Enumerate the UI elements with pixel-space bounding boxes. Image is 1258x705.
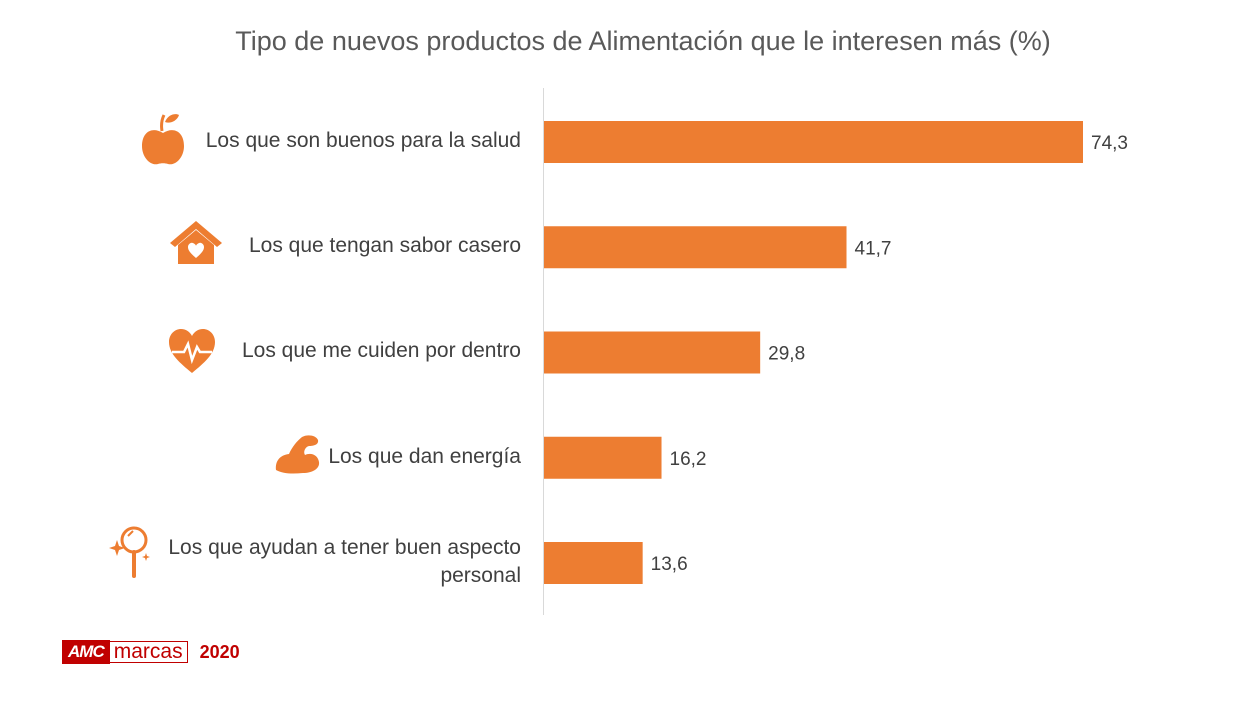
amc-marcas-logo: AMC marcas 2020 [62, 640, 240, 664]
bar [544, 542, 643, 584]
value-label: 16,2 [670, 449, 707, 470]
value-label: 74,3 [1091, 133, 1128, 154]
bars-group [544, 121, 1083, 584]
chart-title: Tipo de nuevos productos de Alimentación… [235, 26, 1051, 56]
value-label: 13,6 [651, 554, 688, 575]
bar [544, 331, 761, 374]
apple-icon [142, 114, 184, 165]
logo-amc: AMC [62, 640, 110, 664]
category-label: Los que me cuiden por dentro [241, 339, 521, 362]
bar [544, 226, 847, 269]
logo-marcas: marcas [109, 641, 188, 663]
heart-pulse-icon [169, 329, 215, 373]
category-label: Los que dan energía [328, 445, 521, 468]
house-heart-icon [170, 221, 222, 264]
footer-year: 2020 [199, 641, 240, 662]
category-label: Los que tengan sabor casero [248, 234, 521, 257]
value-labels-group: 74,3 41,7 29,8 16,2 13,6 [651, 133, 1128, 575]
bar [544, 436, 662, 479]
magnifier-sparkle-icon [109, 526, 150, 578]
bar [544, 121, 1083, 163]
category-label: Los que son buenos para la salud [205, 129, 521, 152]
flexed-arm-icon [275, 435, 320, 474]
value-label: 41,7 [855, 238, 892, 259]
category-label: Los que ayudan a tener buen aspecto pers… [168, 536, 521, 587]
value-label: 29,8 [768, 344, 805, 365]
